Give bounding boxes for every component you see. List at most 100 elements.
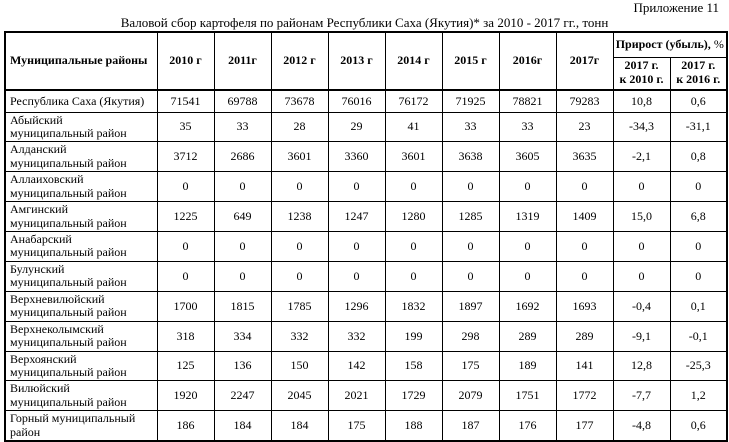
value-cell: 0 xyxy=(669,171,728,203)
value-cell: 0 xyxy=(612,260,671,292)
value-cell: 332 xyxy=(270,320,329,352)
district-cell: Булунский муниципальный район xyxy=(4,260,158,292)
value-cell: 0 xyxy=(213,231,272,262)
value-cell: 0 xyxy=(498,260,557,292)
value-cell: 175 xyxy=(441,350,500,382)
value-cell: 0 xyxy=(555,171,614,203)
table-body: Республика Саха (Якутия) 71541 69788 73678 7… xyxy=(4,89,728,442)
district-cell: Верхоянский муниципальный район xyxy=(4,350,158,382)
value-cell: 73678 xyxy=(270,89,329,113)
value-cell: 0 xyxy=(327,171,386,203)
growth-header-suffix: % xyxy=(710,36,724,51)
value-cell: 1785 xyxy=(270,290,329,322)
value-cell: 1751 xyxy=(498,380,557,412)
value-cell: 1,2 xyxy=(669,380,728,412)
value-cell: 33 xyxy=(498,111,557,143)
value-cell: 0 xyxy=(669,231,728,262)
column-header-2010: 2010 г xyxy=(156,31,215,91)
district-cell: Абыйский муниципальный район xyxy=(4,111,158,143)
table-row: Вилюйский муниципальный район 1920 2247 204… xyxy=(4,380,728,412)
value-cell: 12,8 xyxy=(612,350,671,382)
page-title: Валовой сбор картофеля по районам Респуб… xyxy=(120,15,609,30)
value-cell: 76016 xyxy=(327,89,386,113)
value-cell: 0,6 xyxy=(669,89,728,113)
value-cell: -31,1 xyxy=(669,111,728,143)
appendix-label: Приложение 11 xyxy=(633,0,719,15)
district-cell: Верхневилюйский муниципальный район xyxy=(4,290,158,322)
value-cell: 0 xyxy=(498,171,557,203)
value-cell: 184 xyxy=(270,410,329,442)
harvest-table: Муниципальные районы 2010 г 2011г 2012 г… xyxy=(4,31,729,442)
value-cell: 298 xyxy=(441,320,500,352)
district-cell: Горный муниципальный район xyxy=(4,410,158,442)
value-cell: 289 xyxy=(555,320,614,352)
value-cell: 2045 xyxy=(270,380,329,412)
value-cell: 2079 xyxy=(441,380,500,412)
value-cell: 71541 xyxy=(156,89,215,113)
value-cell: 1815 xyxy=(213,290,272,322)
value-cell: 6,8 xyxy=(669,201,728,232)
value-cell: 1772 xyxy=(555,380,614,412)
district-cell: Верхнеколымский муниципальный район xyxy=(4,320,158,352)
value-cell: 2686 xyxy=(213,141,272,173)
value-cell: 0 xyxy=(156,171,215,203)
value-cell: 1700 xyxy=(156,290,215,322)
value-cell: 0 xyxy=(327,260,386,292)
value-cell: 334 xyxy=(213,320,272,352)
column-header-2011: 2011г xyxy=(213,31,272,91)
value-cell: 1920 xyxy=(156,380,215,412)
value-cell: 0,6 xyxy=(669,410,728,442)
value-cell: 318 xyxy=(156,320,215,352)
table-row: Алданский муниципальный район 3712 2686 360… xyxy=(4,141,728,173)
value-cell: 23 xyxy=(555,111,614,143)
value-cell: 0 xyxy=(441,171,500,203)
value-cell: 0 xyxy=(441,260,500,292)
value-cell: 0,8 xyxy=(669,141,728,173)
growth-header-label: Прирост (убыль), xyxy=(615,36,711,51)
value-cell: 1729 xyxy=(384,380,443,412)
value-cell: 71925 xyxy=(441,89,500,113)
value-cell: 28 xyxy=(270,111,329,143)
value-cell: 649 xyxy=(213,201,272,232)
column-header-growth-vs-2010: 2017 г. к 2010 г. xyxy=(612,56,671,91)
value-cell: 1247 xyxy=(327,201,386,232)
value-cell: 187 xyxy=(441,410,500,442)
value-cell: 142 xyxy=(327,350,386,382)
value-cell: 0 xyxy=(555,231,614,262)
value-cell: 35 xyxy=(156,111,215,143)
value-cell: 184 xyxy=(213,410,272,442)
value-cell: -0,1 xyxy=(669,320,728,352)
district-cell: Аллаиховский муниципальный район xyxy=(4,171,158,203)
value-cell: 1409 xyxy=(555,201,614,232)
district-cell: Алданский муниципальный район xyxy=(4,141,158,173)
value-cell: 141 xyxy=(555,350,614,382)
column-header-growth-vs-2016: 2017 г. к 2016 г. xyxy=(669,56,728,91)
value-cell: -2,1 xyxy=(612,141,671,173)
value-cell: -9,1 xyxy=(612,320,671,352)
table-row: Верхневилюйский муниципальный район 1700 1… xyxy=(4,290,728,322)
value-cell: 0 xyxy=(441,231,500,262)
value-cell: 186 xyxy=(156,410,215,442)
value-cell: 3360 xyxy=(327,141,386,173)
value-cell: 0 xyxy=(270,171,329,203)
value-cell: 1692 xyxy=(498,290,557,322)
value-cell: 0 xyxy=(213,171,272,203)
value-cell: 0 xyxy=(327,231,386,262)
value-cell: 0 xyxy=(384,231,443,262)
value-cell: 10,8 xyxy=(612,89,671,113)
table-row: Аллаиховский муниципальный район 0 0 0 0 0 0 0 0… xyxy=(4,171,728,203)
value-cell: 199 xyxy=(384,320,443,352)
value-cell: 150 xyxy=(270,350,329,382)
value-cell: 79283 xyxy=(555,89,614,113)
value-cell: -25,3 xyxy=(669,350,728,382)
value-cell: 0 xyxy=(498,231,557,262)
value-cell: 1238 xyxy=(270,201,329,232)
value-cell: 0 xyxy=(384,260,443,292)
value-cell: 33 xyxy=(441,111,500,143)
value-cell: 0 xyxy=(270,231,329,262)
header-row-sub: 2017 г. к 2010 г. 2017 г. к 2016 г. xyxy=(5,56,728,91)
value-cell: 176 xyxy=(498,410,557,442)
column-header-districts: Муниципальные районы xyxy=(4,31,158,91)
value-cell: -0,4 xyxy=(612,290,671,322)
